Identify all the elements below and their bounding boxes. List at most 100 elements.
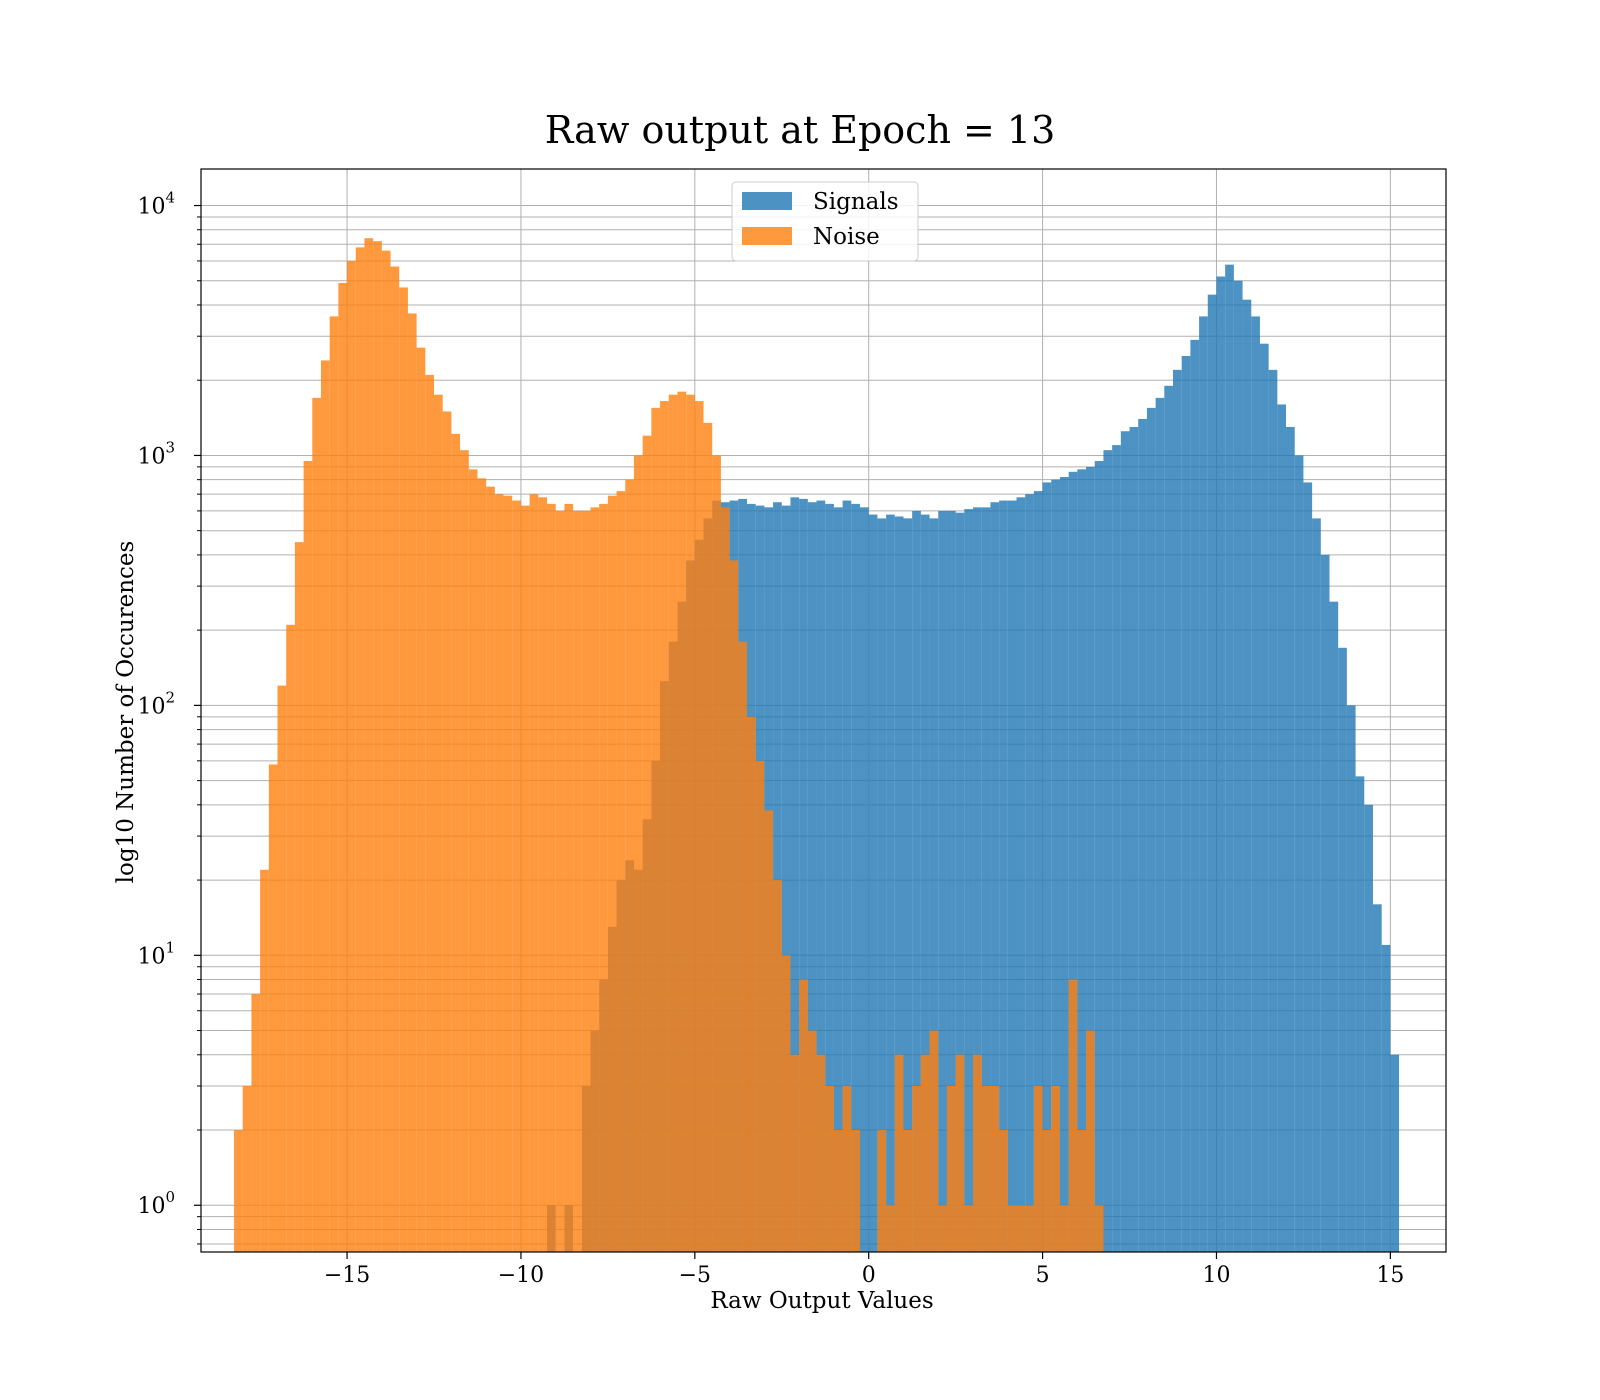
bar-signals [1312,518,1321,1252]
bar-noise [1086,1030,1095,1252]
bar-signals [1242,299,1252,1252]
bar-signals [1033,491,1043,1252]
bar-signals [1277,404,1287,1252]
bar-noise [694,401,704,1252]
legend: Signals Noise [731,181,919,262]
bar-signals [1364,804,1373,1252]
bar-noise [738,641,747,1252]
bar-noise [1059,1205,1069,1252]
bar-noise [920,1054,930,1252]
bar-noise [651,407,661,1253]
bar-noise [347,260,356,1253]
bar-signals [903,518,913,1252]
bars [234,238,1400,1253]
bar-noise [981,1085,991,1252]
bar-noise [355,247,365,1252]
bar-noise [790,1054,800,1252]
bar-signals [1094,461,1104,1252]
bar-signals [1120,431,1130,1253]
bar-noise [468,469,478,1252]
bar-noise [260,869,269,1252]
bar-noise [364,238,374,1252]
bar-signals [1077,469,1087,1252]
legend-label-signals: Signals [813,189,899,215]
bar-signals [1381,944,1391,1252]
bar-noise [816,1054,826,1252]
bar-noise [633,455,643,1253]
legend-swatch-noise [742,227,792,245]
series-noise [234,238,1104,1253]
bar-signals [1112,445,1121,1252]
bar-noise [425,374,435,1252]
bar-signals [1338,647,1347,1252]
bar-signals [1164,385,1174,1252]
bar-signals [790,497,800,1252]
bar-signals [1286,426,1295,1252]
bar-noise [660,401,669,1252]
bar-noise [268,764,278,1252]
bar-signals [1346,705,1356,1252]
bar-noise [929,1030,939,1252]
bar-signals [894,516,904,1252]
bar-noise [555,510,565,1252]
bar-signals [1059,476,1069,1252]
bar-noise [1042,1130,1052,1252]
bar-signals [1007,500,1017,1252]
bar-noise [442,411,452,1252]
bar-noise [1016,1205,1026,1252]
bar-noise [973,1054,982,1252]
bar-noise [564,503,574,1252]
y-tick-label: 100 [137,1188,175,1219]
bar-signals [1129,426,1139,1252]
bar-signals [1068,471,1078,1252]
bar-signals [912,510,921,1252]
bar-noise [538,497,548,1252]
bar-noise [1077,1130,1087,1252]
bar-noise [590,507,600,1252]
bar-noise [338,282,348,1252]
bar-noise [703,422,713,1252]
bar-signals [1051,479,1060,1253]
bar-signals [955,512,965,1252]
bar-signals [1390,1054,1400,1252]
bar-noise [781,955,791,1252]
bar-signals [1233,280,1243,1252]
x-axis-label: Raw Output Values [710,1288,933,1314]
bar-noise [642,435,652,1252]
bar-noise [1094,1205,1104,1252]
bar-signals [1207,294,1217,1252]
bar-signals [981,507,991,1252]
bar-noise [1051,1085,1060,1252]
bar-noise [842,1085,852,1252]
bar-signals [1355,776,1365,1252]
bar-noise [529,494,539,1252]
bar-noise [320,360,330,1252]
bar-noise [799,979,808,1252]
bar-noise [599,503,608,1252]
y-tick-label: 104 [137,189,175,220]
bar-noise [712,455,721,1253]
bar-signals [1251,316,1260,1252]
bar-signals [1190,339,1200,1252]
bar-signals [1199,316,1208,1252]
bar-noise [416,347,426,1252]
bar-signals [833,507,843,1252]
bar-noise [390,266,400,1252]
bar-noise [399,287,408,1252]
bar-signals [1025,494,1034,1252]
bar-noise [825,1085,834,1252]
bar-noise [242,1085,252,1252]
bar-signals [825,503,834,1252]
bar-noise [668,394,678,1252]
y-tick-label: 102 [137,688,175,719]
bar-noise [955,1054,965,1252]
bar-noise [477,478,487,1252]
bar-noise [520,505,530,1252]
x-tick-label: 0 [862,1263,876,1288]
bar-noise [938,1205,947,1252]
bar-noise [720,507,730,1252]
bar-noise [773,880,782,1252]
bar-noise [833,1130,843,1252]
bar-noise [407,313,417,1253]
